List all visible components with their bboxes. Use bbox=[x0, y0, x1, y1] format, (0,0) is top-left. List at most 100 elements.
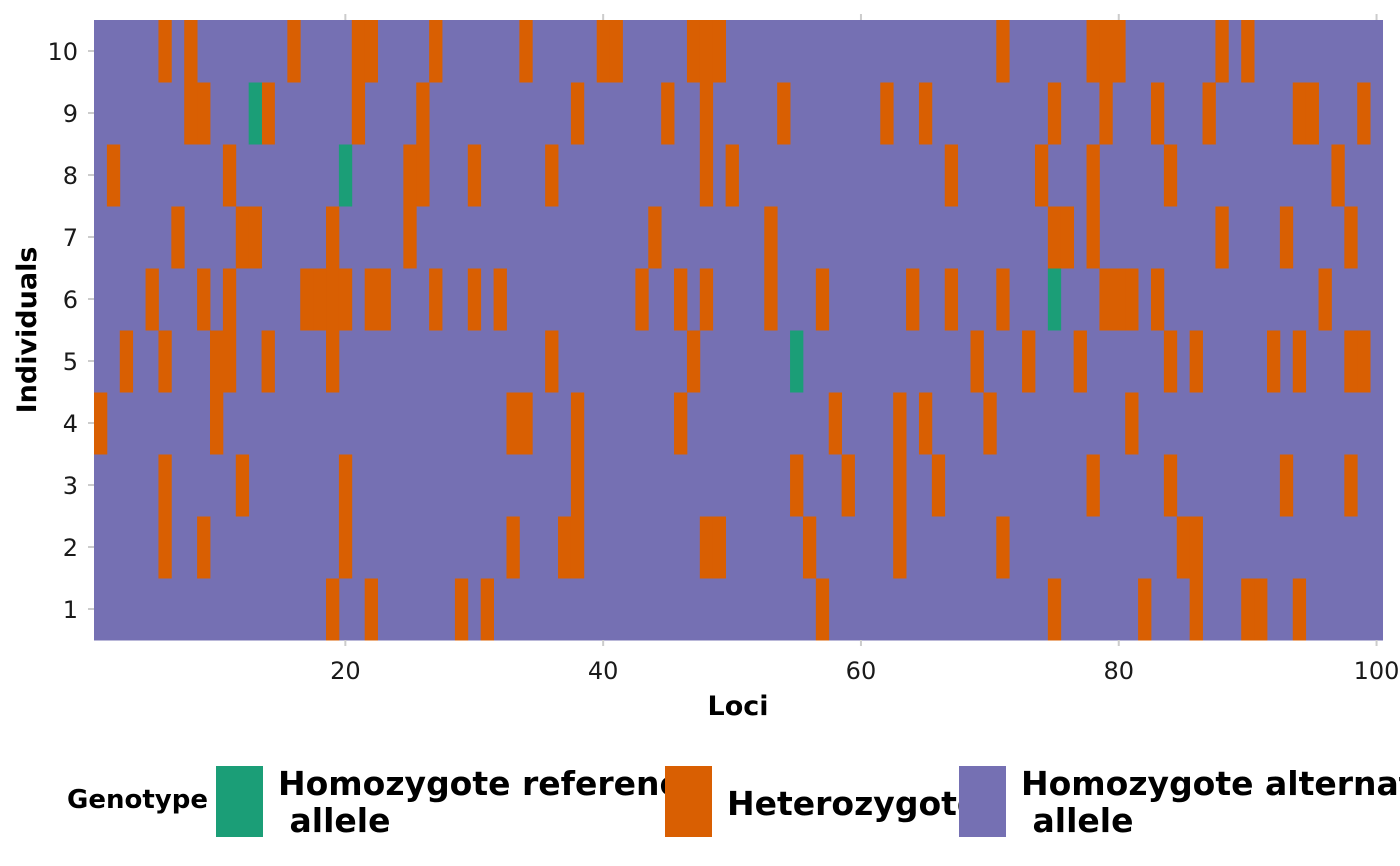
heatmap-cell-heterozygote bbox=[197, 268, 211, 331]
heatmap-cell-heterozygote bbox=[828, 392, 843, 455]
heatmap-cell-heterozygote bbox=[661, 82, 675, 145]
heatmap-cell-heterozygote bbox=[918, 82, 933, 145]
heatmap-cell-heterozygote bbox=[403, 144, 417, 207]
heatmap-cell-heterozygote bbox=[1150, 82, 1165, 145]
x-tick-label: 40 bbox=[588, 657, 619, 685]
heatmap-cell-heterozygote bbox=[1138, 578, 1152, 641]
heatmap-cell-heterozygote bbox=[1125, 268, 1139, 331]
heatmap-cell-heterozygote bbox=[222, 144, 237, 207]
heatmap-cell-heterozygote bbox=[467, 144, 482, 207]
heatmap-cell-heterozygote bbox=[480, 578, 494, 641]
heatmap-cell-heterozygote bbox=[1189, 330, 1203, 393]
heatmap-cell-heterozygote bbox=[222, 268, 237, 331]
heatmap-cell-heterozygote bbox=[944, 144, 959, 207]
heatmap-cell-heterozygote bbox=[1047, 578, 1062, 641]
heatmap-row-homozygote-alternate bbox=[94, 578, 1383, 641]
y-tick-label: 6 bbox=[63, 286, 78, 314]
heatmap-cell-heterozygote bbox=[996, 516, 1010, 579]
heatmap-row-homozygote-alternate bbox=[94, 516, 1383, 579]
x-tick-label: 60 bbox=[846, 657, 877, 685]
heatmap-cell-heterozygote bbox=[1241, 20, 1255, 83]
heatmap-cell-heterozygote bbox=[1086, 20, 1100, 83]
heatmap-cell-heterozygote bbox=[1047, 82, 1062, 145]
heatmap-cell-heterozygote bbox=[1163, 454, 1178, 517]
heatmap-cell-heterozygote bbox=[1125, 392, 1139, 455]
heatmap-cell-heterozygote bbox=[1073, 330, 1087, 393]
heatmap-cell-heterozygote bbox=[1266, 330, 1281, 393]
heatmap-cell-heterozygote bbox=[338, 516, 353, 579]
legend-label-homozygote-reference: Homozygote reference allele bbox=[278, 764, 702, 840]
legend-key-homozygote-alternate bbox=[959, 766, 1006, 837]
heatmap-cell-heterozygote bbox=[686, 20, 701, 83]
heatmap-cell-heterozygote bbox=[983, 392, 997, 455]
heatmap-cell-heterozygote bbox=[338, 268, 353, 331]
heatmap-cell-heterozygote bbox=[1163, 144, 1178, 207]
heatmap-cell-heterozygote bbox=[1189, 516, 1203, 579]
heatmap-cell-heterozygote bbox=[1292, 578, 1307, 641]
heatmap-cell-heterozygote bbox=[1331, 144, 1345, 207]
heatmap-cell-heterozygote bbox=[1176, 516, 1191, 579]
heatmap-cell-heterozygote bbox=[918, 392, 933, 455]
heatmap-cell-homozygote-reference bbox=[790, 330, 804, 393]
x-tick-label: 100 bbox=[1354, 657, 1400, 685]
heatmap-cell-heterozygote bbox=[545, 330, 559, 393]
heatmap-cell-heterozygote bbox=[1215, 20, 1229, 83]
heatmap-cell-heterozygote bbox=[197, 516, 211, 579]
heatmap-cell-heterozygote bbox=[119, 330, 134, 393]
heatmap-cell-heterozygote bbox=[1112, 268, 1126, 331]
heatmap-cell-heterozygote bbox=[815, 268, 830, 331]
heatmap-cell-heterozygote bbox=[158, 330, 172, 393]
heatmap-cell-heterozygote bbox=[326, 206, 340, 269]
heatmap-cell-heterozygote bbox=[764, 268, 778, 331]
heatmap-cell-heterozygote bbox=[364, 268, 378, 331]
heatmap-cells bbox=[94, 20, 1383, 641]
y-axis-title: Individuals bbox=[12, 247, 43, 414]
y-tick-label: 3 bbox=[63, 472, 78, 500]
heatmap-cell-heterozygote bbox=[184, 20, 198, 83]
heatmap-cell-heterozygote bbox=[326, 578, 340, 641]
heatmap-cell-heterozygote bbox=[699, 20, 714, 83]
heatmap-cell-heterozygote bbox=[1163, 330, 1178, 393]
heatmap-cell-heterozygote bbox=[106, 144, 121, 207]
heatmap-cell-heterozygote bbox=[493, 268, 507, 331]
y-tick-label: 8 bbox=[63, 162, 78, 190]
y-tick-label: 2 bbox=[63, 534, 78, 562]
heatmap-cell-heterozygote bbox=[235, 206, 250, 269]
heatmap-cell-heterozygote bbox=[880, 82, 894, 145]
heatmap-cell-heterozygote bbox=[635, 268, 649, 331]
heatmap-cell-heterozygote bbox=[777, 82, 791, 145]
heatmap-cell-heterozygote bbox=[558, 516, 572, 579]
heatmap-row-homozygote-alternate bbox=[94, 392, 1383, 455]
heatmap-cell-heterozygote bbox=[351, 82, 366, 145]
heatmap-cell-heterozygote bbox=[1318, 268, 1332, 331]
heatmap-cell-heterozygote bbox=[1086, 206, 1100, 269]
heatmap-cell-heterozygote bbox=[1279, 206, 1294, 269]
y-tick-label: 10 bbox=[47, 38, 78, 66]
heatmap-cell-heterozygote bbox=[570, 516, 585, 579]
heatmap-cell-heterozygote bbox=[1357, 330, 1371, 393]
heatmap-cell-heterozygote bbox=[712, 20, 727, 83]
heatmap-cell-heterozygote bbox=[429, 20, 443, 83]
heatmap-cell-heterozygote bbox=[416, 144, 430, 207]
heatmap-cell-homozygote-reference bbox=[248, 82, 262, 145]
genotype-heatmap: 1 2 3 4 5 6 7 8 9 10 20 40 60 80 100 Loci Individuals bbox=[12, 14, 1400, 722]
heatmap-cell-heterozygote bbox=[1099, 268, 1113, 331]
heatmap-cell-heterozygote bbox=[416, 82, 430, 145]
heatmap-cell-heterozygote bbox=[519, 20, 533, 83]
heatmap-cell-heterozygote bbox=[1086, 454, 1100, 517]
heatmap-cell-heterozygote bbox=[1112, 20, 1126, 83]
heatmap-cell-heterozygote bbox=[506, 392, 520, 455]
heatmap-cell-heterozygote bbox=[351, 20, 366, 83]
heatmap-cell-heterozygote bbox=[674, 268, 688, 331]
heatmap-cell-heterozygote bbox=[802, 516, 817, 579]
heatmap-cell-heterozygote bbox=[1202, 82, 1216, 145]
heatmap-cell-heterozygote bbox=[94, 392, 108, 455]
heatmap-cell-heterozygote bbox=[712, 516, 727, 579]
heatmap-cell-heterozygote bbox=[674, 392, 688, 455]
heatmap-cell-heterozygote bbox=[222, 330, 237, 393]
y-tick-label: 4 bbox=[63, 410, 78, 438]
heatmap-cell-heterozygote bbox=[893, 516, 907, 579]
heatmap-cell-heterozygote bbox=[261, 82, 275, 145]
legend-key-homozygote-reference bbox=[216, 766, 263, 837]
heatmap-cell-heterozygote bbox=[454, 578, 469, 641]
